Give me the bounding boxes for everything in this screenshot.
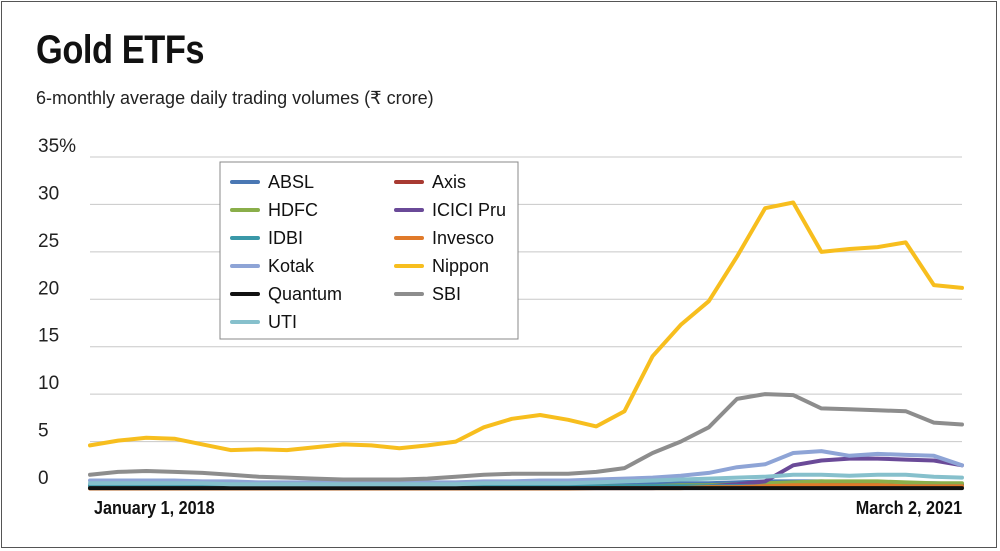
series-line-uti — [88, 472, 964, 487]
x-start-label: January 1, 2018 — [94, 498, 215, 518]
series-line-sbi — [88, 392, 964, 482]
legend-label: UTI — [268, 312, 297, 332]
y-tick-label: 35% — [38, 136, 76, 157]
y-tick-label: 30 — [38, 183, 59, 204]
x-end-label: March 2, 2021 — [855, 498, 962, 518]
legend-label: SBI — [432, 284, 461, 304]
legend-label: Axis — [432, 172, 466, 192]
chart-subtitle: 6-monthly average daily trading volumes … — [36, 88, 434, 108]
legend-label: ABSL — [268, 172, 314, 192]
legend-label: IDBI — [268, 228, 303, 248]
chart-title: Gold ETFs — [36, 28, 205, 72]
legend-box — [219, 161, 519, 340]
y-tick-label: 15 — [38, 326, 59, 347]
y-tick-label: 20 — [38, 278, 59, 299]
legend-label: HDFC — [268, 200, 318, 220]
y-tick-label: 0 — [38, 468, 49, 489]
legend-label: Kotak — [268, 256, 315, 276]
y-tick-label: 10 — [38, 373, 59, 394]
y-tick-label: 5 — [38, 421, 49, 442]
legend-label: Nippon — [432, 256, 489, 276]
series-line-kotak — [88, 449, 964, 485]
legend-label: Quantum — [268, 284, 342, 304]
legend-label: ICICI Pru — [432, 200, 506, 220]
legend-label: Invesco — [432, 228, 494, 248]
series-line-nippon — [88, 200, 964, 453]
y-tick-label: 25 — [38, 231, 59, 252]
